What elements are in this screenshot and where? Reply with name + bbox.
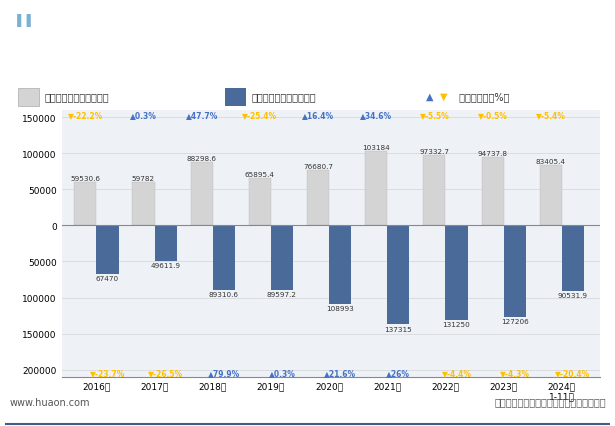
Bar	[213, 226, 235, 290]
Text: 67470: 67470	[96, 276, 119, 282]
Text: ▲47.7%: ▲47.7%	[186, 110, 218, 119]
Text: 65895.4: 65895.4	[245, 171, 275, 177]
Text: ▼-4.3%: ▼-4.3%	[500, 368, 530, 377]
Bar	[445, 226, 467, 320]
Text: 2016-2024年11月中国与波多黎各进、出口商品总值: 2016-2024年11月中国与波多黎各进、出口商品总值	[167, 54, 448, 69]
Text: 华经情报网: 华经情报网	[40, 14, 75, 27]
Text: 76680.7: 76680.7	[303, 164, 333, 170]
Bar	[74, 183, 97, 226]
Bar	[225, 89, 245, 106]
Bar	[540, 166, 562, 226]
Bar	[271, 226, 293, 291]
Text: 90531.9: 90531.9	[558, 292, 588, 298]
Text: ▼-23.7%: ▼-23.7%	[90, 368, 125, 377]
Text: 97332.7: 97332.7	[419, 149, 450, 155]
Text: ▲16.4%: ▲16.4%	[302, 110, 334, 119]
Text: 127206: 127206	[501, 319, 528, 325]
Text: ▼-0.5%: ▼-0.5%	[478, 110, 507, 119]
Text: ▼-4.4%: ▼-4.4%	[442, 368, 472, 377]
Text: 103184: 103184	[362, 144, 390, 150]
Text: 专业严谨 · 客观科学: 专业严谨 · 客观科学	[543, 15, 603, 25]
Text: ▲0.3%: ▲0.3%	[130, 110, 157, 119]
Bar	[307, 171, 329, 226]
Bar	[191, 162, 213, 226]
Text: 94737.8: 94737.8	[478, 151, 507, 157]
Text: ▼-5.4%: ▼-5.4%	[536, 110, 566, 119]
Text: 出口商品总值（万美元）: 出口商品总值（万美元）	[45, 92, 109, 102]
Bar	[249, 178, 271, 226]
Text: 108993: 108993	[327, 305, 354, 311]
Text: 数据来源：中国海关，华经产业研究院整理: 数据来源：中国海关，华经产业研究院整理	[494, 397, 606, 407]
Bar	[329, 226, 351, 304]
Text: 49611.9: 49611.9	[151, 263, 181, 269]
Text: ▼-5.5%: ▼-5.5%	[419, 110, 450, 119]
Bar	[97, 226, 119, 274]
Text: 88298.6: 88298.6	[187, 155, 216, 161]
Text: ❚❚: ❚❚	[14, 14, 34, 27]
Text: ▲79.9%: ▲79.9%	[208, 368, 240, 377]
Bar	[18, 89, 39, 106]
Text: 同比增长率（%）: 同比增长率（%）	[456, 92, 510, 102]
Text: 89310.6: 89310.6	[209, 291, 239, 297]
Text: ▼-25.4%: ▼-25.4%	[242, 110, 277, 119]
Text: ▲26%: ▲26%	[386, 368, 410, 377]
Text: ▲34.6%: ▲34.6%	[360, 110, 392, 119]
Text: 137315: 137315	[384, 326, 412, 332]
Bar	[423, 156, 445, 226]
Bar	[387, 226, 410, 325]
Bar	[482, 158, 504, 226]
Bar	[365, 152, 387, 226]
Text: 进口商品总值（万美元）: 进口商品总值（万美元）	[252, 92, 316, 102]
Text: 89597.2: 89597.2	[267, 291, 297, 297]
Text: ▼-26.5%: ▼-26.5%	[148, 368, 183, 377]
Text: ▲0.3%: ▲0.3%	[269, 368, 295, 377]
Text: 131250: 131250	[443, 322, 470, 328]
Bar	[132, 183, 154, 226]
Text: ▲21.6%: ▲21.6%	[324, 368, 356, 377]
Bar	[504, 226, 526, 317]
Bar	[562, 226, 584, 291]
Bar	[154, 226, 177, 262]
Text: ▼-20.4%: ▼-20.4%	[555, 368, 590, 377]
Text: ▲: ▲	[426, 92, 433, 102]
Text: ▼-22.2%: ▼-22.2%	[68, 110, 103, 119]
Text: ▼: ▼	[440, 92, 448, 102]
Text: 59782: 59782	[132, 176, 155, 182]
Text: www.huaon.com: www.huaon.com	[9, 397, 90, 407]
Text: 59530.6: 59530.6	[70, 176, 100, 182]
Text: 83405.4: 83405.4	[536, 159, 566, 165]
